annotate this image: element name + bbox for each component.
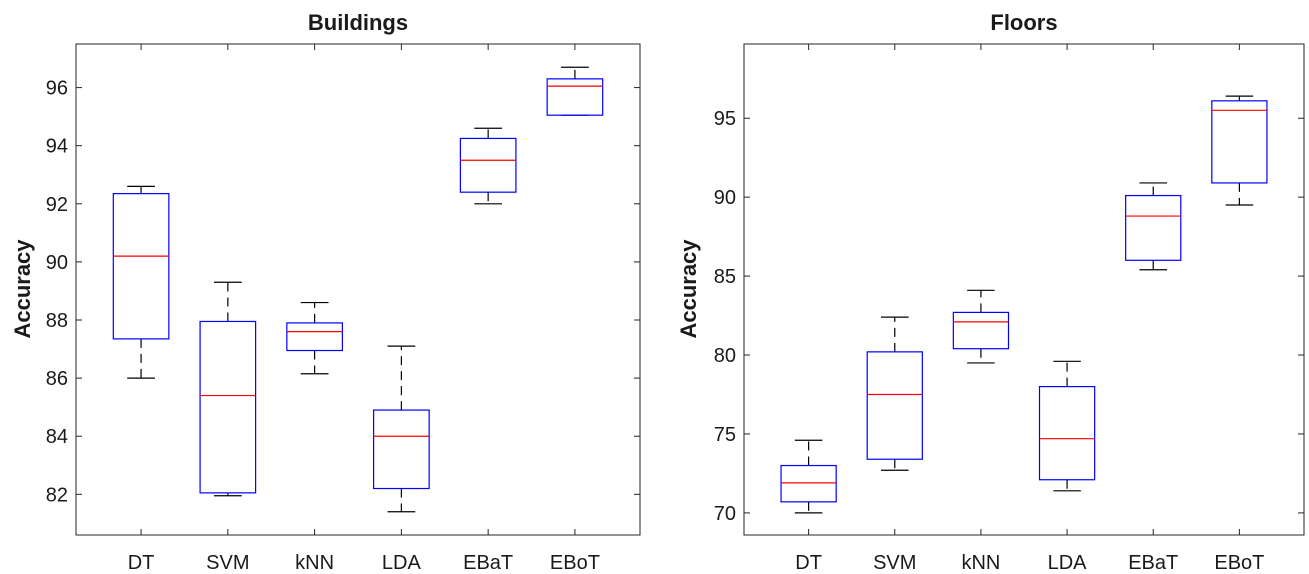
y-tick-label: 90 bbox=[46, 252, 68, 274]
iqr-box bbox=[1038, 385, 1096, 481]
y-tick-label: 82 bbox=[46, 484, 68, 506]
box-plot-ebat bbox=[459, 127, 517, 205]
box-layer bbox=[112, 66, 604, 513]
y-tick-label: 85 bbox=[714, 266, 736, 288]
chart-panel-floors: Floors Accuracy 70 75 80 85 90 95 DT SVM kNN LDA E… bbox=[676, 10, 1305, 574]
x-tick-label: SVM bbox=[873, 552, 916, 574]
chart-title: Floors bbox=[990, 10, 1057, 35]
x-tick-label: LDA bbox=[382, 552, 422, 574]
x-tick-label: DT bbox=[128, 552, 155, 574]
box-plot-knn bbox=[952, 289, 1010, 364]
y-tick-label: 95 bbox=[714, 108, 736, 130]
y-tick-label: 70 bbox=[714, 503, 736, 525]
box-plot-dt bbox=[112, 185, 170, 379]
box-plot-ebot bbox=[546, 66, 604, 116]
box-plot-lda bbox=[373, 345, 430, 513]
y-axis-label: Accuracy bbox=[676, 239, 701, 339]
iqr-box bbox=[866, 351, 923, 460]
iqr-box bbox=[780, 464, 837, 503]
iqr-box bbox=[1125, 194, 1182, 261]
y-axis-label: Accuracy bbox=[10, 239, 35, 339]
box-plot-ebot bbox=[1211, 95, 1268, 206]
x-tick-label: kNN bbox=[295, 552, 334, 574]
iqr-box bbox=[112, 193, 170, 340]
x-tick-label: LDA bbox=[1048, 552, 1088, 574]
y-tick-label: 92 bbox=[46, 194, 68, 216]
x-tick-label: EBaT bbox=[463, 552, 513, 574]
x-tick-label: SVM bbox=[206, 552, 249, 574]
y-tick-label: 75 bbox=[714, 424, 736, 446]
box-layer bbox=[780, 95, 1268, 514]
x-tick-label: EBoT bbox=[550, 552, 600, 574]
iqr-box bbox=[1211, 100, 1268, 184]
iqr-box bbox=[546, 78, 604, 116]
box-plot-knn bbox=[286, 301, 343, 375]
x-tick-label: kNN bbox=[961, 552, 1000, 574]
box-plot-dt bbox=[780, 439, 837, 514]
y-tick-label: 86 bbox=[46, 368, 68, 390]
x-tick-label: EBoT bbox=[1214, 552, 1264, 574]
iqr-box bbox=[373, 409, 430, 490]
plot-frame bbox=[75, 43, 641, 536]
chart-panel-buildings: Buildings Accuracy 82 84 86 88 90 92 94 96 DT SVM… bbox=[10, 10, 641, 574]
chart-title: Buildings bbox=[308, 10, 408, 35]
iqr-box bbox=[459, 137, 517, 193]
iqr-box bbox=[286, 322, 343, 352]
x-tick-label: EBaT bbox=[1128, 552, 1178, 574]
y-tick-label: 96 bbox=[46, 78, 68, 100]
box-plot-ebat bbox=[1125, 182, 1182, 271]
x-tick-label: DT bbox=[795, 552, 822, 574]
tick-layer: 70 75 80 85 90 95 DT SVM kNN LDA EBaT EBoT bbox=[714, 44, 1304, 574]
y-tick-label: 94 bbox=[46, 136, 68, 158]
tick-layer: 82 84 86 88 90 92 94 96 DT SVM kNN LDA EBaT EBoT bbox=[46, 44, 640, 574]
iqr-box bbox=[952, 311, 1010, 350]
box-plot-lda bbox=[1038, 360, 1096, 492]
iqr-box bbox=[199, 320, 257, 494]
y-tick-label: 88 bbox=[46, 310, 68, 332]
plot-frame bbox=[743, 43, 1305, 536]
y-tick-label: 84 bbox=[46, 426, 68, 448]
y-tick-label: 90 bbox=[714, 187, 736, 209]
box-plot-svm bbox=[199, 281, 257, 497]
y-tick-label: 80 bbox=[714, 345, 736, 367]
box-plot-svm bbox=[866, 316, 923, 471]
